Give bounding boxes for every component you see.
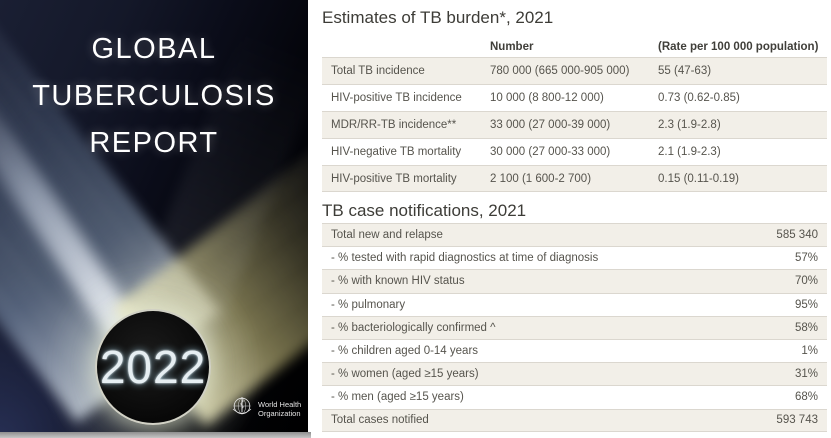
row-rate: 0.73 (0.62-0.85) xyxy=(658,92,740,104)
row-label: - % women (aged ≥15 years) xyxy=(331,368,479,381)
cover-title-line3: REPORT xyxy=(89,127,219,159)
country-profile-panel: Estimates of TB burden*, 2021 Number (Ra… xyxy=(315,0,831,438)
row-rate: 2.1 (1.9-2.3) xyxy=(658,146,721,158)
row-label: - % men (aged ≥15 years) xyxy=(331,391,464,404)
table-row: Total new and relapse 585 340 xyxy=(322,223,827,247)
table-row: - % with known HIV status 70% xyxy=(322,269,827,293)
header-rate: (Rate per 100 000 population) xyxy=(658,40,819,53)
table-row: - % women (aged ≥15 years) 31% xyxy=(322,362,827,386)
table-row: MDR/RR-TB incidence** 33 000 (27 000-39 … xyxy=(322,111,827,138)
table-row: HIV-positive TB incidence 10 000 (8 800-… xyxy=(322,84,827,111)
who-logo-line1: World Health xyxy=(258,399,302,409)
row-label: - % pulmonary xyxy=(331,298,406,311)
row-value: 57% xyxy=(794,252,818,265)
row-number: 10 000 (8 800-12 000) xyxy=(490,92,604,104)
row-number: 2 100 (1 600-2 700) xyxy=(490,172,592,185)
who-emblem-icon xyxy=(230,394,254,423)
row-label: HIV-positive TB mortality xyxy=(331,172,457,185)
table-row: HIV-negative TB mortality 30 000 (27 000… xyxy=(322,138,827,165)
table-row: - % tested with rapid diagnostics at tim… xyxy=(322,246,827,269)
row-label: MDR/RR-TB incidence** xyxy=(331,119,457,131)
year-circle: 2022 xyxy=(95,309,211,425)
row-value: 95% xyxy=(794,298,818,311)
cover-title: GLOBAL TUBERCULOSIS REPORT xyxy=(0,26,308,167)
who-logo-line2: Organization xyxy=(258,408,301,418)
table-row: - % pulmonary 95% xyxy=(322,292,827,316)
row-value: 31% xyxy=(794,368,818,381)
row-value: 593 743 xyxy=(776,414,818,427)
table-row: Total TB incidence 780 000 (665 000-905 … xyxy=(322,57,827,84)
burden-table-header: Number (Rate per 100 000 population) xyxy=(322,36,827,57)
header-number: Number xyxy=(490,40,534,53)
table-row: HIV-positive TB mortality 2 100 (1 600-2… xyxy=(322,165,827,192)
who-logo-text: World Health Organization xyxy=(258,400,301,418)
row-label: Total new and relapse xyxy=(331,229,443,242)
table-row: - % children aged 0-14 years 1% xyxy=(322,338,827,362)
table-row: - % bacteriologically confirmed ^ 58% xyxy=(322,315,827,339)
row-value: 58% xyxy=(794,321,818,334)
row-label: - % bacteriologically confirmed ^ xyxy=(331,321,496,334)
row-label: HIV-negative TB mortality xyxy=(331,146,462,158)
row-number: 780 000 (665 000-905 000) xyxy=(490,65,630,77)
who-logo: World Health Organization xyxy=(230,394,301,423)
cover-bottom-edge xyxy=(0,432,311,438)
table-row: Total cases notified 593 743 xyxy=(322,408,827,432)
report-cover: GLOBAL TUBERCULOSIS REPORT 2022 World He… xyxy=(0,0,308,432)
row-rate: 2.3 (1.9-2.8) xyxy=(658,119,721,131)
row-label: - % tested with rapid diagnostics at tim… xyxy=(331,252,599,265)
cover-title-line2: TUBERCULOSIS xyxy=(32,80,276,112)
row-value: 68% xyxy=(794,391,818,404)
row-rate: 0.15 (0.11-0.19) xyxy=(658,172,739,185)
row-label: Total TB incidence xyxy=(331,65,425,77)
burden-section-title: Estimates of TB burden*, 2021 xyxy=(322,8,554,27)
cover-title-line1: GLOBAL xyxy=(91,33,217,65)
cover-year: 2022 xyxy=(99,341,207,393)
row-label: HIV-positive TB incidence xyxy=(331,92,462,104)
notifications-table: Total new and relapse 585 340 - % tested… xyxy=(322,223,827,432)
row-value: 1% xyxy=(801,345,818,358)
row-number: 30 000 (27 000-33 000) xyxy=(490,146,611,158)
row-label: - % with known HIV status xyxy=(331,275,465,288)
table-row: - % men (aged ≥15 years) 68% xyxy=(322,385,827,408)
burden-table: Number (Rate per 100 000 population) Tot… xyxy=(322,36,827,192)
row-number: 33 000 (27 000-39 000) xyxy=(490,119,611,131)
row-label: Total cases notified xyxy=(331,414,429,427)
row-label: - % children aged 0-14 years xyxy=(331,345,479,358)
notifications-section-title: TB case notifications, 2021 xyxy=(322,201,527,220)
row-value: 70% xyxy=(794,275,818,288)
row-value: 585 340 xyxy=(776,229,818,242)
row-rate: 55 (47-63) xyxy=(658,65,712,77)
